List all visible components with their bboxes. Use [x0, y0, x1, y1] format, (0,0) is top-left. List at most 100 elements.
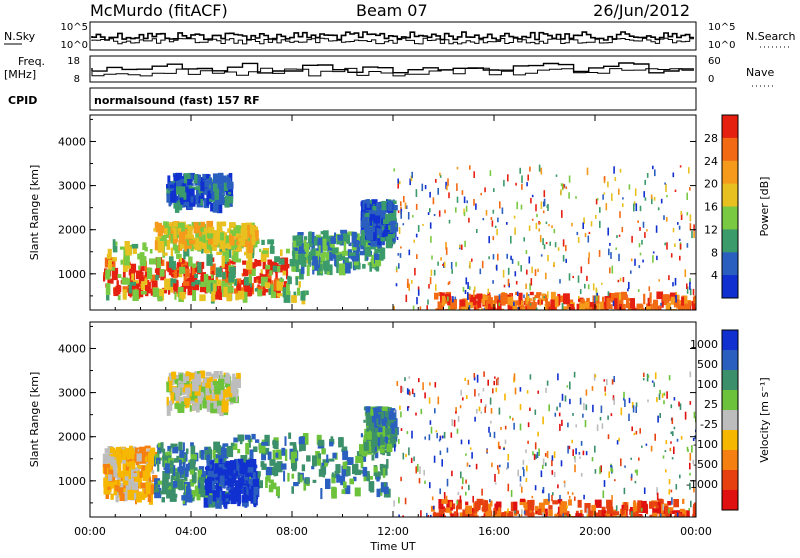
heatmap-cell — [527, 500, 535, 511]
heatmap-cell — [378, 225, 383, 234]
heatmap-cell — [582, 516, 588, 517]
heatmap-cell — [252, 466, 256, 479]
heatmap-speckle — [592, 283, 595, 291]
heatmap-speckle — [411, 171, 413, 179]
heatmap-speckle — [691, 230, 693, 239]
heatmap-speckle — [429, 482, 431, 489]
heatmap-cell — [242, 241, 248, 248]
heatmap-speckle — [553, 451, 556, 458]
heatmap-cell — [229, 494, 233, 501]
heatmap-cell — [474, 306, 477, 310]
heatmap-cell — [177, 222, 185, 234]
heatmap-speckle — [676, 438, 679, 442]
heatmap-cell — [289, 259, 296, 267]
heatmap-cell — [164, 278, 171, 290]
heatmap-cell — [384, 436, 389, 448]
heatmap-speckle — [559, 494, 561, 500]
colorbar-segment — [722, 350, 738, 371]
heatmap-cell — [115, 446, 121, 458]
heatmap-speckle — [515, 182, 517, 186]
heatmap-cell — [184, 483, 187, 493]
heatmap-cell — [281, 463, 287, 470]
heatmap-cell — [230, 442, 235, 446]
heatmap-speckle — [460, 389, 462, 396]
heatmap-cell — [212, 238, 219, 246]
heatmap-cell — [174, 291, 177, 300]
heatmap-speckle — [692, 288, 695, 296]
heatmap-cell — [213, 454, 220, 463]
heatmap-cell — [154, 240, 161, 251]
heatmap-cell — [202, 179, 210, 188]
heatmap-speckle — [653, 196, 656, 201]
heatmap-cell — [571, 516, 577, 517]
heatmap-speckle — [404, 377, 406, 382]
heatmap-speckle — [585, 404, 588, 411]
heatmap-cell — [340, 229, 348, 234]
heatmap-cell — [264, 288, 271, 293]
heatmap-cell — [119, 493, 125, 501]
colorbar-tick-label: -1000 — [686, 478, 718, 491]
heatmap-cell — [248, 274, 252, 284]
heatmap-speckle — [620, 407, 623, 416]
heatmap-cell — [177, 191, 180, 204]
heatmap-cell — [131, 477, 138, 482]
heatmap-cell — [196, 203, 204, 208]
heatmap-speckle — [561, 419, 563, 426]
heatmap-cell — [199, 370, 206, 379]
heatmap-speckle — [530, 278, 533, 286]
heatmap-cell — [661, 301, 664, 308]
heatmap-cell — [474, 501, 481, 511]
heatmap-cell — [208, 198, 215, 202]
heatmap-speckle — [539, 221, 541, 225]
heatmap-cell — [155, 222, 162, 233]
heatmap-speckle — [513, 422, 515, 430]
heatmap-speckle — [413, 239, 415, 243]
heatmap-cell — [185, 404, 188, 409]
heatmap-cell — [621, 291, 627, 300]
heatmap-cell — [292, 246, 298, 252]
heatmap-cell — [129, 281, 136, 286]
heatmap-cell — [498, 507, 501, 514]
heatmap-speckle — [680, 213, 683, 220]
heatmap-cell — [190, 445, 196, 458]
heatmap-cell — [238, 458, 244, 464]
heatmap-cell — [224, 261, 230, 270]
heatmap-speckle — [534, 269, 537, 276]
heatmap-speckle — [513, 301, 515, 306]
heatmap-cell — [243, 486, 247, 496]
heatmap-speckle — [609, 242, 611, 246]
heatmap-cell — [341, 448, 347, 452]
x-tick-label: 00:00 — [680, 525, 712, 538]
heatmap-cell — [352, 250, 360, 261]
heatmap-cell — [112, 449, 118, 461]
heatmap-speckle — [618, 234, 621, 237]
heatmap-speckle — [562, 513, 564, 517]
heatmap-cell — [576, 303, 581, 310]
heatmap-cell — [203, 497, 209, 508]
heatmap-speckle — [674, 277, 677, 286]
heatmap-cell — [223, 182, 228, 192]
heatmap-speckle — [688, 167, 690, 174]
heatmap-cell — [332, 248, 336, 254]
heatmap-cell — [185, 197, 190, 202]
heatmap-cell — [247, 467, 254, 473]
heatmap-speckle — [686, 212, 689, 216]
heatmap-cell — [371, 444, 375, 453]
heatmap-cell — [258, 480, 263, 489]
heatmap-speckle — [480, 192, 482, 196]
heatmap-cell — [203, 387, 210, 398]
heatmap-cell — [168, 470, 173, 474]
heatmap-cell — [119, 246, 126, 250]
heatmap-speckle — [427, 299, 429, 305]
heatmap-speckle — [586, 275, 588, 281]
heatmap-speckle — [579, 289, 582, 295]
heatmap-cell — [435, 308, 443, 310]
heatmap-cell — [472, 510, 478, 517]
heatmap-speckle — [636, 469, 638, 476]
heatmap-cell — [245, 442, 250, 455]
heatmap-cell — [201, 382, 207, 391]
heatmap-cell — [598, 510, 602, 517]
heatmap-cell — [198, 469, 203, 475]
heatmap-cell — [594, 512, 600, 517]
heatmap-speckle — [526, 465, 528, 472]
